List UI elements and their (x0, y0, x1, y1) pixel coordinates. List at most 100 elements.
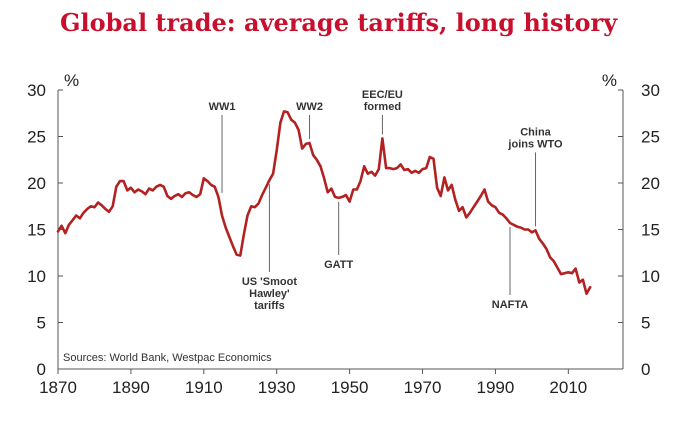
data-point (173, 195, 176, 197)
data-point (279, 121, 282, 124)
y-tick-label-right: 25 (641, 128, 660, 147)
data-point (509, 222, 511, 224)
data-point (221, 214, 223, 217)
data-point (450, 183, 453, 186)
data-point (385, 167, 387, 170)
y-tick-label-left: 5 (37, 314, 46, 333)
data-point (556, 266, 559, 269)
data-point (315, 158, 318, 161)
data-point (97, 201, 99, 204)
data-point (589, 286, 592, 289)
data-point (330, 187, 333, 190)
data-point (501, 213, 504, 216)
data-point (191, 194, 194, 196)
y-tick-label-left: 0 (37, 360, 46, 379)
data-point (195, 196, 198, 198)
x-tick-label: 1930 (258, 378, 296, 397)
data-point (235, 253, 238, 256)
data-point (396, 167, 398, 170)
data-point (224, 226, 227, 229)
data-point (78, 217, 81, 220)
data-point (122, 180, 125, 183)
data-point (407, 168, 409, 170)
left-axis-unit: % (64, 71, 79, 90)
data-point (334, 196, 336, 198)
axis-ticks: 0 0 5 5 10 10 15 15 20 20 25 25 30 30 1870 1890 1910 1930… (27, 81, 660, 397)
data-point (181, 196, 183, 198)
data-point (104, 208, 107, 210)
source-note: Sources: World Bank, Westpac Economics (63, 352, 272, 364)
data-point (512, 223, 515, 226)
data-point (75, 214, 78, 217)
y-tick-label-right: 0 (641, 360, 650, 379)
data-point (381, 137, 384, 140)
data-point (417, 171, 420, 174)
data-point (151, 189, 154, 192)
data-point (425, 167, 428, 170)
data-point (144, 193, 147, 196)
data-point (177, 193, 180, 196)
annotation-label: tariffs (254, 300, 285, 312)
annotation-label: NAFTA (492, 299, 529, 311)
data-point (498, 211, 500, 214)
data-point (257, 202, 260, 205)
data-point (93, 206, 96, 209)
y-tick-label-left: 15 (27, 221, 46, 240)
x-tick-label: 1970 (404, 378, 442, 397)
data-point (530, 231, 533, 234)
data-point (403, 169, 406, 171)
data-point (348, 200, 351, 203)
data-point (159, 183, 161, 186)
data-point (363, 165, 366, 168)
annotation-label: GATT (324, 259, 353, 271)
data-point (520, 226, 522, 229)
data-point (137, 188, 140, 191)
data-point (567, 271, 570, 274)
data-point (552, 260, 555, 263)
data-point (432, 157, 435, 160)
data-point (184, 192, 187, 195)
data-point (246, 214, 249, 217)
chart-title: Global trade: average tariffs, long hist… (60, 8, 618, 37)
data-point (162, 185, 165, 188)
data-point (253, 206, 256, 209)
data-point (443, 176, 446, 179)
data-point (421, 168, 424, 170)
data-point (290, 118, 293, 121)
data-point (206, 180, 209, 183)
data-point (57, 230, 59, 233)
data-point (538, 237, 541, 240)
annotation-label: formed (364, 101, 401, 113)
data-point (140, 190, 143, 193)
data-point (516, 225, 519, 228)
data-point (60, 224, 63, 227)
data-point (388, 167, 391, 170)
annotation-label: Hawley' (249, 288, 290, 300)
data-point (341, 196, 344, 198)
data-point (294, 121, 296, 124)
data-point (377, 168, 380, 170)
data-point (356, 188, 358, 191)
data-point (308, 142, 311, 144)
data-point (549, 256, 551, 259)
data-point (130, 186, 132, 189)
data-point (571, 272, 573, 275)
data-point (213, 185, 216, 188)
data-point (461, 206, 464, 209)
x-tick-label: 1890 (112, 378, 150, 397)
data-point (199, 193, 202, 196)
data-point (479, 195, 482, 197)
x-tick-label: 1870 (39, 378, 77, 397)
data-point (301, 147, 304, 150)
annotation-label: US 'Smoot (242, 276, 298, 288)
y-tick-label-right: 30 (641, 81, 660, 100)
data-point (232, 245, 234, 248)
annotation-label: EEC/EU (362, 89, 403, 101)
annotation-label: China (520, 126, 551, 138)
data-point (472, 206, 475, 209)
data-point (523, 228, 526, 231)
data-point (261, 194, 264, 196)
